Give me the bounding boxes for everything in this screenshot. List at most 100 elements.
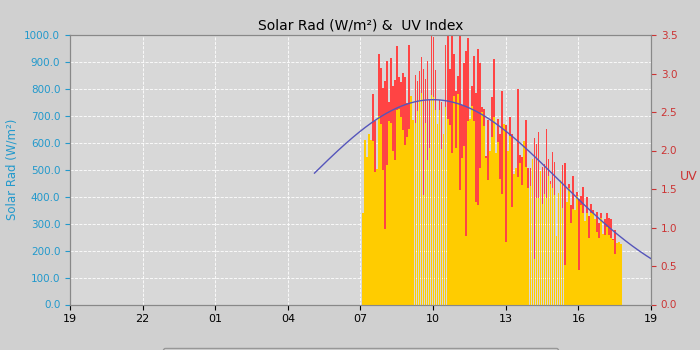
Bar [608,235,610,304]
Bar [499,134,501,304]
Bar [616,243,618,304]
Bar [437,124,438,304]
Bar [497,119,499,304]
Bar [398,77,400,304]
Bar [489,152,491,304]
Bar [455,148,456,304]
Bar [524,164,525,304]
Bar [441,102,442,304]
Bar [562,164,564,304]
Bar [437,212,438,304]
Bar [547,176,550,304]
Bar [449,125,451,304]
Bar [596,212,598,304]
Bar [586,197,588,304]
Bar [584,244,586,304]
Bar [483,126,485,304]
Bar [444,107,447,304]
Bar [566,202,568,304]
Bar [421,57,422,304]
Bar [501,91,503,304]
Bar [396,46,398,304]
Bar [430,23,433,304]
Bar [503,131,505,304]
Bar [428,148,430,304]
Bar [396,110,398,304]
Bar [618,242,620,304]
Bar [384,229,386,304]
Bar [576,196,578,304]
Bar [447,35,449,304]
Bar [519,163,521,304]
Bar [526,120,527,304]
Bar [389,121,390,304]
Bar [542,204,543,304]
Bar [547,159,550,304]
Bar [461,158,463,304]
Bar [443,134,444,304]
Bar [494,59,495,304]
Bar [455,91,456,304]
Bar [556,236,557,304]
Bar [414,123,416,304]
Bar [439,110,440,304]
Bar [544,194,545,304]
Bar [592,213,594,304]
Bar [505,126,507,304]
Bar [552,188,554,304]
Bar [479,63,481,305]
Bar [554,162,555,304]
Bar [594,220,596,304]
Bar [600,213,602,304]
Bar [610,238,612,304]
Bar [602,253,604,304]
Bar [412,191,414,304]
Bar [529,186,531,304]
Bar [463,146,465,304]
Bar [419,100,420,304]
Bar [495,153,497,304]
Bar [465,51,467,304]
Bar [574,229,575,304]
Title: Solar Rad (W/m²) &  UV Index: Solar Rad (W/m²) & UV Index [258,19,463,33]
Bar [592,210,594,304]
Bar [572,176,573,304]
Bar [517,89,519,304]
Bar [372,94,374,304]
Bar [550,184,552,304]
Bar [425,79,426,304]
Bar [487,120,489,304]
Bar [439,100,440,304]
Bar [570,205,572,304]
Bar [517,177,519,304]
Bar [407,103,408,304]
Bar [366,157,368,304]
Bar [505,242,507,304]
Bar [528,168,529,304]
Bar [588,216,589,304]
Bar [457,94,458,304]
Bar [494,117,495,304]
Bar [416,111,418,304]
Bar [558,193,559,304]
Bar [473,56,475,304]
Bar [497,142,499,304]
Bar [588,238,589,304]
Bar [394,160,396,304]
Bar [465,236,467,304]
Bar [376,204,378,304]
Bar [402,130,404,304]
Bar [556,256,557,304]
Bar [421,93,422,304]
Bar [451,27,452,304]
Bar [531,243,533,304]
Bar [529,168,531,304]
Bar [590,214,592,304]
Bar [524,141,525,304]
Bar [443,144,444,304]
Bar [380,124,382,304]
Bar [594,219,596,304]
Y-axis label: Solar Rad (W/m²): Solar Rad (W/m²) [6,119,19,220]
Bar [409,44,410,304]
Bar [447,119,449,304]
